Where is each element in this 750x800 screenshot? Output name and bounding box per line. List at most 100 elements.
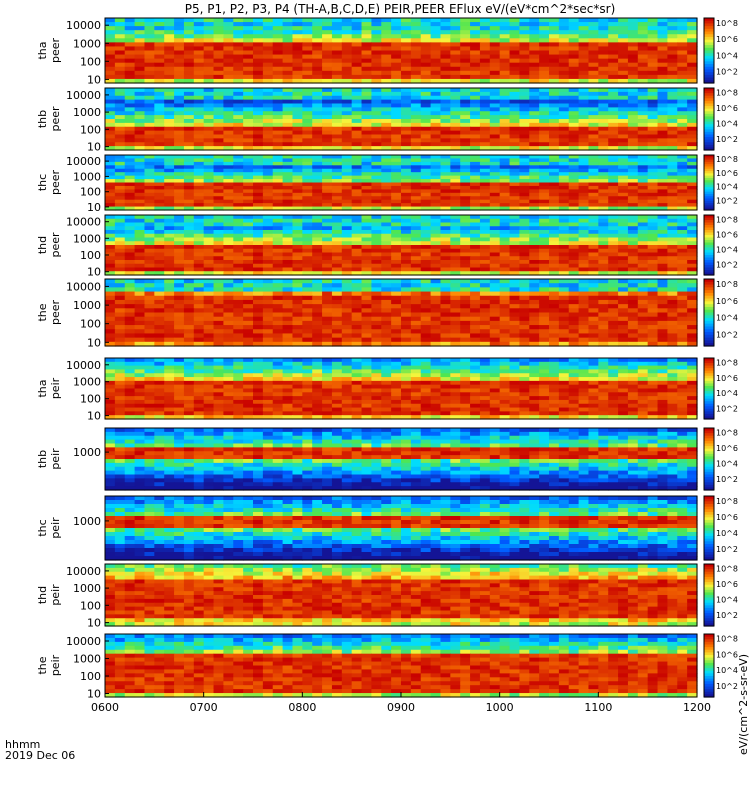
heatmap-cell xyxy=(144,99,155,105)
heatmap-cell xyxy=(598,158,609,163)
heatmap-cell xyxy=(164,134,175,139)
heatmap-cell xyxy=(233,233,244,239)
heatmap-cell xyxy=(381,215,392,220)
heatmap-cell xyxy=(341,304,353,309)
heatmap-cell xyxy=(677,185,688,190)
heatmap-cell xyxy=(233,206,244,211)
heatmap-cell xyxy=(341,130,353,136)
heatmap-cell xyxy=(371,172,382,177)
heatmap-cell xyxy=(637,252,649,257)
heatmap-cell xyxy=(470,74,481,80)
heatmap-cell xyxy=(282,142,294,147)
heatmap-cell xyxy=(391,70,402,76)
heatmap-cell xyxy=(420,126,432,132)
heatmap-cell xyxy=(549,304,560,309)
heatmap-cell xyxy=(549,325,560,330)
heatmap-cell xyxy=(233,279,244,284)
heatmap-cell xyxy=(420,146,432,151)
heatmap-cell xyxy=(687,168,698,173)
heatmap-cell xyxy=(479,218,491,224)
heatmap-cell xyxy=(440,245,451,250)
heatmap-cell xyxy=(361,185,372,190)
heatmap-cell xyxy=(164,155,175,160)
heatmap-cell xyxy=(637,182,649,187)
heatmap-cell xyxy=(677,295,688,301)
heatmap-cell xyxy=(519,172,530,177)
heatmap-cell xyxy=(203,299,215,305)
heatmap-cell xyxy=(489,95,501,101)
heatmap-cell xyxy=(253,248,264,254)
heatmap-cell xyxy=(489,287,501,293)
heatmap-cell xyxy=(371,122,382,128)
heatmap-cell xyxy=(322,337,333,343)
heatmap-cell xyxy=(361,18,372,23)
heatmap-cell xyxy=(637,158,649,163)
heatmap-cell xyxy=(420,215,432,220)
heatmap-cell xyxy=(203,316,215,322)
heatmap-cell xyxy=(677,70,688,76)
heatmap-cell xyxy=(233,267,244,272)
heatmap-cell xyxy=(233,78,244,84)
heatmap-cell xyxy=(667,185,678,190)
heatmap-cell xyxy=(667,122,678,128)
heatmap-cell xyxy=(223,172,234,177)
heatmap-cell xyxy=(272,155,284,160)
heatmap-cell xyxy=(430,333,442,339)
heatmap-cell xyxy=(292,172,303,177)
heatmap-cell xyxy=(489,158,501,163)
heatmap-cell xyxy=(618,271,629,276)
heatmap-cell xyxy=(341,34,353,39)
heatmap-cell xyxy=(292,134,303,139)
heatmap-cell xyxy=(193,126,205,132)
heatmap-cell xyxy=(637,179,649,184)
heatmap-cell xyxy=(539,237,550,242)
heatmap-cell xyxy=(618,192,629,197)
heatmap-cell xyxy=(302,233,313,239)
heatmap-cell xyxy=(470,185,481,190)
heatmap-cell xyxy=(667,316,678,322)
heatmap-cell xyxy=(618,185,629,190)
heatmap-cell xyxy=(558,22,570,27)
heatmap-cell xyxy=(302,226,313,231)
heatmap-cell xyxy=(647,70,659,76)
heatmap-cell xyxy=(460,192,471,197)
heatmap-cell xyxy=(124,233,136,239)
heatmap-cell xyxy=(667,111,678,116)
heatmap-cell xyxy=(183,99,195,105)
heatmap-cell xyxy=(302,134,313,139)
heatmap-cell xyxy=(568,182,580,187)
heatmap-cell xyxy=(262,58,274,64)
heatmap-cell xyxy=(391,203,402,208)
heatmap-cell xyxy=(637,111,649,116)
heatmap-cell xyxy=(687,119,698,124)
heatmap-cell xyxy=(203,337,215,343)
heatmap-cell xyxy=(539,256,550,261)
heatmap-cell xyxy=(361,146,372,151)
heatmap-cell xyxy=(253,42,264,48)
heatmap-cell xyxy=(608,206,619,211)
heatmap-cell xyxy=(509,252,520,257)
heatmap-cell xyxy=(253,295,264,301)
colorbar-tick-label: 10^4 xyxy=(716,183,738,192)
heatmap-cell xyxy=(341,18,353,23)
heatmap-cell xyxy=(568,237,580,242)
heatmap-cell xyxy=(460,189,471,194)
heatmap-cell xyxy=(479,161,491,166)
heatmap-cell xyxy=(253,22,264,27)
heatmap-cell xyxy=(401,54,412,60)
heatmap-cell xyxy=(105,138,116,143)
heatmap-cell xyxy=(450,333,461,339)
heatmap-cell xyxy=(608,172,619,177)
heatmap-cell xyxy=(253,91,264,97)
heatmap-cell xyxy=(193,58,205,64)
heatmap-cell xyxy=(450,325,461,330)
heatmap-cell xyxy=(549,287,560,293)
colorbar-step xyxy=(704,42,714,46)
heatmap-cell xyxy=(262,107,274,112)
heatmap-cell xyxy=(529,74,540,80)
heatmap-cell xyxy=(568,287,580,293)
heatmap-cell xyxy=(322,252,333,257)
heatmap-cell xyxy=(243,287,254,293)
heatmap-cell xyxy=(253,252,264,257)
heatmap-cell xyxy=(391,34,402,39)
